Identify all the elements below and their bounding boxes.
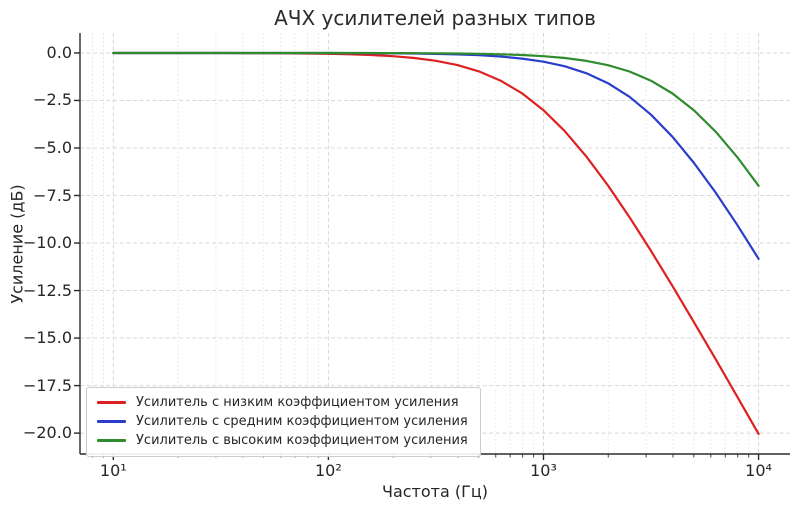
legend-line-swatch-red [97, 401, 126, 404]
chart-title: АЧХ усилителей разных типов [274, 6, 596, 30]
series-lines [112, 51, 760, 435]
legend-label: Усилитель с средним коэффициентом усилен… [136, 414, 468, 429]
y-axis-label: Усиление (дБ) [7, 184, 27, 304]
legend-item: Усилитель с средним коэффициентом усилен… [97, 412, 468, 431]
legend: Усилитель с низким коэффициентом усилени… [86, 387, 481, 457]
legend-label: Усилитель с низким коэффициентом усилени… [136, 395, 459, 410]
series-line-high-gain [112, 51, 760, 187]
x-axis-label: Частота (Гц) [381, 482, 489, 501]
legend-item: Усилитель с высоким коэффициентом усилен… [97, 431, 468, 450]
series-line-mid-gain [112, 51, 760, 260]
legend-item: Усилитель с низким коэффициентом усилени… [97, 393, 468, 412]
legend-label: Усилитель с высоким коэффициентом усилен… [136, 433, 468, 448]
legend-line-swatch-blue [97, 420, 126, 423]
legend-line-swatch-green [97, 439, 126, 442]
grid-major [80, 33, 790, 454]
